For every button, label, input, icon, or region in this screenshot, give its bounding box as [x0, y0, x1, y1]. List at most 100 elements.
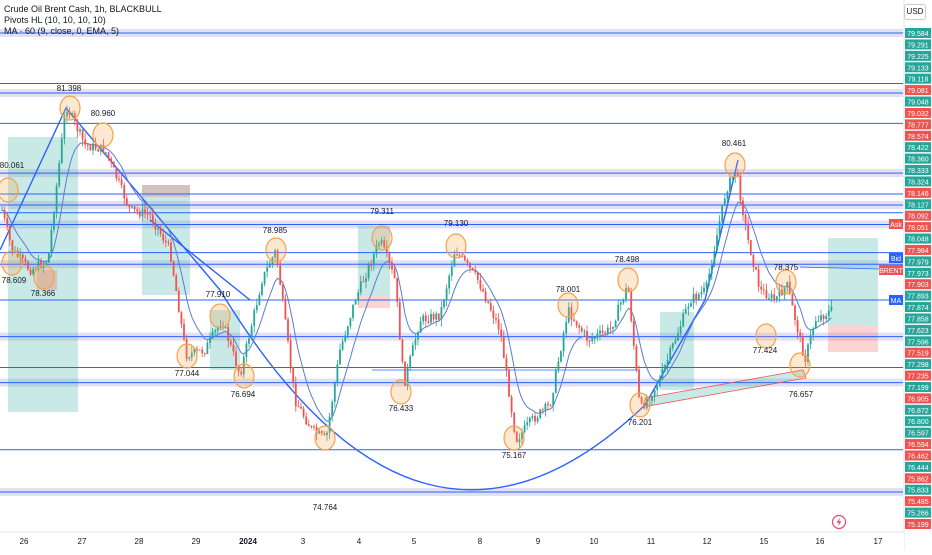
candle-body	[294, 382, 297, 407]
price-tick-label: 76.597	[907, 431, 929, 438]
price-tick-bg	[905, 222, 931, 233]
candle-body	[245, 343, 248, 357]
price-tick-label: 77.874	[907, 305, 929, 312]
price-tick-label: 75.199	[907, 522, 929, 529]
pivots-indicator-label[interactable]: Pivots HL (10, 10, 10, 10)	[4, 15, 106, 25]
candle-body	[352, 304, 354, 318]
candle-body	[752, 255, 755, 267]
price-tag-bid	[889, 253, 903, 263]
pivot-label: 79.130	[444, 219, 469, 228]
ma-indicator-label[interactable]: MA · 60 (9, close, 0, EMA, 5)	[4, 26, 120, 36]
candle-body	[794, 305, 796, 321]
target-box	[660, 312, 694, 390]
price-tick-bg	[905, 73, 931, 84]
time-tick-label: 4	[357, 537, 362, 546]
candle-body	[547, 403, 549, 406]
candle-body	[94, 143, 97, 150]
candle-body	[653, 389, 656, 397]
chart-legend: Crude Oil Brent Cash, 1h, BLACKBULL Pivo…	[4, 4, 162, 37]
candle-body	[809, 335, 812, 345]
price-tick-label: 78.048	[907, 237, 929, 244]
pivot-marker	[445, 233, 467, 259]
price-tick-bg	[905, 473, 931, 484]
candle-body	[658, 378, 661, 386]
candle-body	[674, 340, 677, 344]
candle-body	[690, 303, 692, 307]
price-tick-bg	[905, 439, 931, 450]
candle-body	[619, 302, 622, 305]
candle-body	[804, 355, 807, 362]
candle-body	[747, 223, 750, 241]
candle-body	[167, 242, 170, 244]
flash-icon[interactable]	[831, 514, 847, 530]
price-tick-label: 79.081	[907, 88, 929, 95]
candle-body	[734, 173, 737, 177]
currency-button[interactable]: USD	[904, 4, 926, 20]
candle-body	[664, 365, 666, 370]
level-lines-layer	[0, 32, 903, 493]
price-tick-label: 79.584	[907, 31, 929, 38]
candle-body	[500, 329, 503, 338]
candle-body	[671, 343, 674, 348]
candle-body	[27, 261, 29, 270]
candle-body	[609, 327, 612, 329]
price-tick-label: 79.118	[908, 77, 929, 84]
candle-body	[81, 129, 84, 140]
candle-body	[209, 337, 211, 343]
price-tick-label: 77.979	[907, 259, 929, 266]
candle-body	[24, 258, 27, 262]
candle-body	[76, 120, 79, 132]
price-tick-label: 79.225	[907, 54, 929, 61]
candle-body	[588, 340, 591, 342]
price-tick-label: 78.051	[907, 225, 929, 232]
candle-body	[692, 293, 695, 304]
symbol-title[interactable]: Crude Oil Brent Cash, 1h, BLACKBULL	[4, 4, 162, 14]
candle-body	[297, 406, 300, 408]
time-tick-label: 28	[135, 537, 144, 546]
price-tick-bg	[905, 496, 931, 507]
candle-body	[274, 250, 276, 258]
candle-body	[539, 409, 542, 418]
candle-body	[336, 364, 339, 384]
pivot-marker	[265, 237, 287, 263]
candle-body	[128, 204, 131, 208]
candle-body	[788, 281, 791, 295]
candle-body	[736, 173, 739, 176]
candle-body	[255, 304, 258, 311]
candle-body	[661, 369, 664, 379]
candle-body	[53, 212, 55, 230]
pivot-marker	[789, 352, 811, 378]
price-tick-label: 77.973	[907, 271, 929, 278]
price-tick-label: 75.833	[907, 488, 929, 495]
pivot-label: 74.764	[313, 503, 338, 512]
pivot-marker	[371, 225, 393, 251]
candle-body	[729, 177, 731, 192]
price-tick-bg	[905, 210, 931, 221]
candle-body	[6, 217, 9, 227]
candle-body	[531, 415, 534, 418]
candle-body	[565, 322, 568, 334]
candle-body	[320, 431, 323, 434]
stop-box	[142, 185, 190, 197]
candle-body	[825, 316, 828, 320]
pivot-label: 76.201	[628, 418, 653, 427]
candle-body	[102, 144, 105, 153]
price-tick-label: 78.777	[907, 122, 929, 129]
price-tick-bg	[905, 290, 931, 301]
price-tag-label: Bid	[891, 256, 901, 263]
candle-body	[578, 325, 581, 328]
candle-body	[791, 294, 794, 306]
candle-body	[333, 383, 336, 402]
price-tick-bg	[905, 450, 931, 461]
candle-body	[313, 426, 315, 428]
candle-body	[120, 179, 123, 185]
candle-body	[385, 247, 388, 254]
price-tick-label: 77.519	[907, 351, 929, 358]
candle-body	[391, 262, 393, 270]
candle-body	[606, 327, 609, 334]
ray-line	[799, 266, 881, 270]
candle-body	[778, 289, 781, 297]
candle-body	[86, 144, 89, 146]
